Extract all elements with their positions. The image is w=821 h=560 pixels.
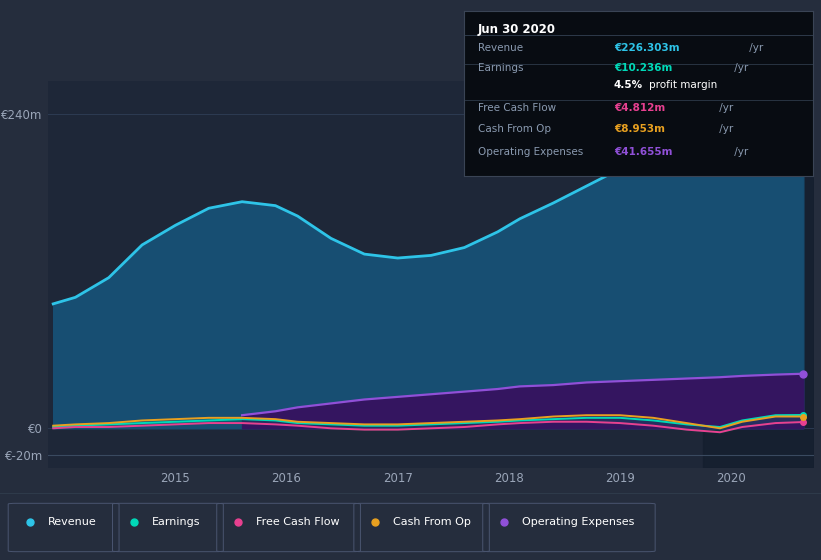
Text: €4.812m: €4.812m	[614, 103, 665, 113]
Text: Revenue: Revenue	[478, 43, 523, 53]
Text: 4.5%: 4.5%	[614, 80, 643, 90]
Text: Operating Expenses: Operating Expenses	[522, 517, 635, 527]
Text: €41.655m: €41.655m	[614, 147, 672, 157]
Text: €10.236m: €10.236m	[614, 63, 672, 73]
Text: Earnings: Earnings	[478, 63, 523, 73]
Text: Free Cash Flow: Free Cash Flow	[256, 517, 340, 527]
Text: Operating Expenses: Operating Expenses	[478, 147, 583, 157]
Text: profit margin: profit margin	[649, 80, 717, 90]
Text: Free Cash Flow: Free Cash Flow	[478, 103, 556, 113]
Text: /yr: /yr	[732, 147, 749, 157]
Text: Jun 30 2020: Jun 30 2020	[478, 23, 556, 36]
Text: /yr: /yr	[745, 43, 763, 53]
Text: /yr: /yr	[717, 124, 734, 134]
Text: Cash From Op: Cash From Op	[393, 517, 471, 527]
Text: €8.953m: €8.953m	[614, 124, 665, 134]
Text: Revenue: Revenue	[48, 517, 96, 527]
Bar	[704, 81, 814, 468]
Text: Earnings: Earnings	[152, 517, 200, 527]
Text: /yr: /yr	[732, 63, 749, 73]
Text: €226.303m: €226.303m	[614, 43, 680, 53]
Text: /yr: /yr	[717, 103, 734, 113]
Text: Cash From Op: Cash From Op	[478, 124, 551, 134]
